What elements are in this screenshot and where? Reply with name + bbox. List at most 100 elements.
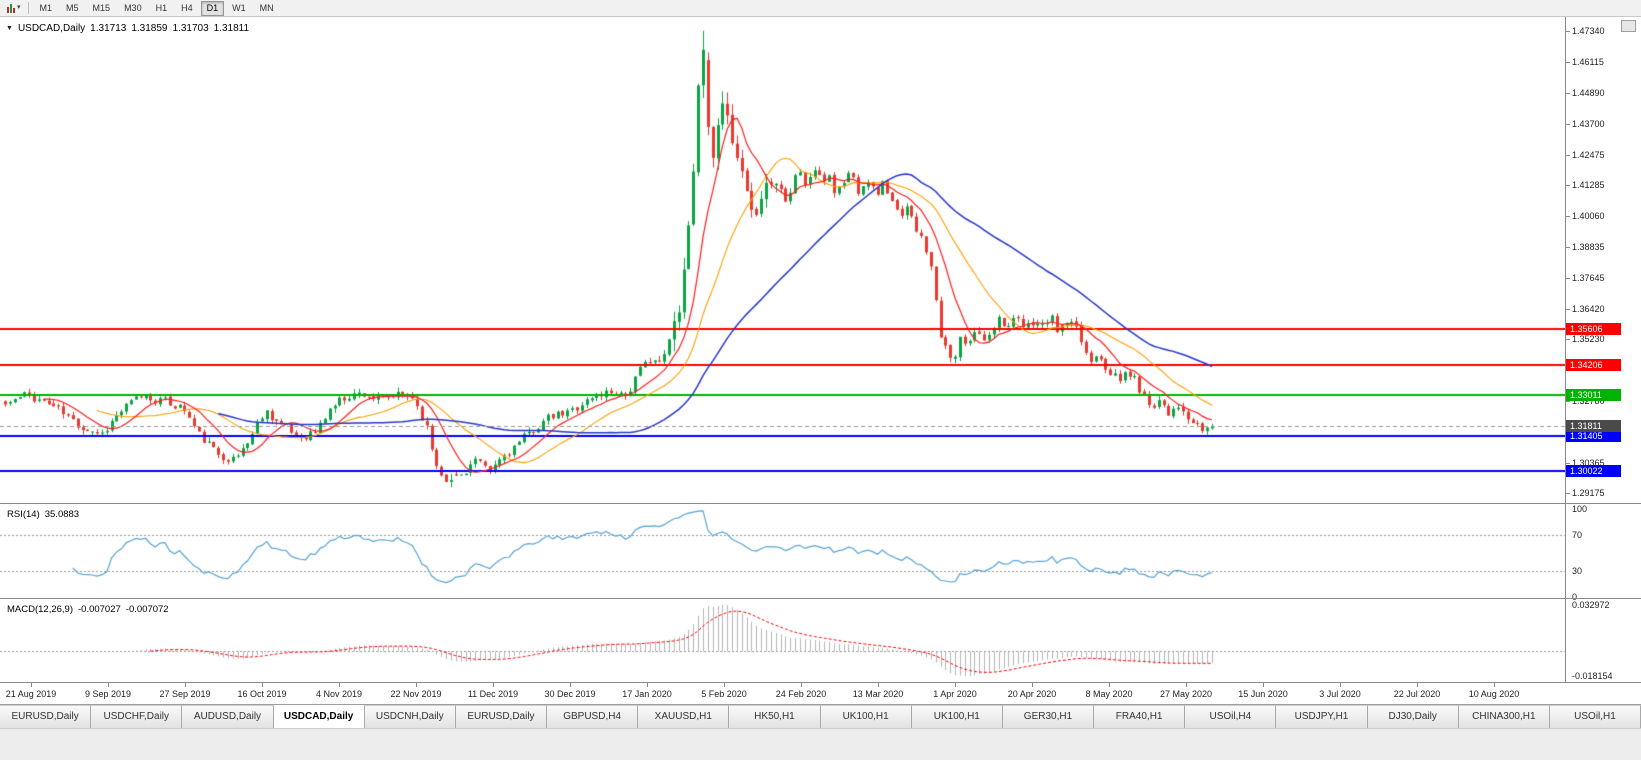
rsi-axis-label: 30 [1572,565,1583,576]
timeframe-button-m5[interactable]: M5 [66,2,79,13]
pane-divider[interactable] [0,503,1641,504]
price-axis-tick [1566,216,1570,217]
timeframe-button-mn[interactable]: MN [259,2,274,13]
price-axis-label: 1.41285 [1572,179,1605,190]
date-axis[interactable]: 21 Aug 2019 9 Sep 2019 27 Sep 2019 16 Oct 2… [0,682,1641,704]
chart-tab-audusd-daily[interactable]: AUDUSD,Daily [182,705,274,728]
date-axis-label: 20 Apr 2020 [1007,689,1057,699]
price-axis-label: 1.43700 [1572,118,1605,129]
price-axis-label: 1.42475 [1572,149,1605,160]
chart-tab-usdcad-daily[interactable]: USDCAD,Daily [273,705,365,728]
macd-signal-value: -0.007072 [125,604,169,615]
date-axis-label: 27 Sep 2019 [159,689,211,699]
date-axis-label: 27 May 2020 [1159,689,1213,699]
date-axis-tick [1109,683,1110,687]
chart-tab-dj30-daily[interactable]: DJ30,Daily [1367,705,1459,728]
price-axis-tick [1566,247,1570,248]
date-axis-tick [1263,683,1264,687]
price-axis-tick [1566,401,1570,402]
timeframe-button-h1[interactable]: H1 [155,2,168,13]
price-axis-tick [1566,339,1570,340]
timeframe-button-m15[interactable]: M15 [92,2,111,13]
timeframe-button-h4[interactable]: H4 [181,2,193,13]
date-axis-tick [108,683,109,687]
price-axis-label: 1.40060 [1572,211,1605,222]
date-axis-label: 30 Dec 2019 [544,689,596,699]
status-strip [0,728,1641,760]
price-axis[interactable]: 1.47340 1.46115 1.44890 1.43700 1.42475 1.412… [1565,17,1641,682]
candlestick-chart-icon [7,3,15,13]
chart-tab-fra40-h1[interactable]: FRA40,H1 [1094,705,1186,728]
chart-tab-usdchf-daily[interactable]: USDCHF,Daily [91,705,183,728]
current-price-badge: 1.31811 [1566,419,1621,432]
chart-tabs-bar: EURUSD,Daily USDCHF,Daily AUDUSD,Daily USDC… [0,704,1641,728]
ohlc-low-value: 1.31703 [172,23,209,34]
date-axis-label: 22 Nov 2019 [390,689,442,699]
date-axis-label: 13 Mar 2020 [852,689,904,699]
date-axis-tick [1186,683,1187,687]
date-axis-tick [416,683,417,687]
chart-tab-usdcnh-daily[interactable]: USDCNH,Daily [364,705,456,728]
rsi-value: 35.0883 [44,509,80,520]
macd-main-value: -0.007027 [78,604,121,615]
pane-divider[interactable] [0,598,1641,599]
price-axis-tick [1566,31,1570,32]
chart-title: ▼ USDCAD,Daily 1.31713 1.31859 1.31703 1… [6,23,249,34]
date-axis-tick [31,683,32,687]
chart-tab-usoil-h4[interactable]: USOil,H4 [1185,705,1277,728]
level-price-badge: 1.30022 [1566,465,1621,478]
level-price-badge: 1.33011 [1566,389,1621,402]
price-axis-label: 1.36420 [1572,303,1605,314]
price-axis-tick [1566,185,1570,186]
date-axis-tick [185,683,186,687]
price-axis-tick [1566,309,1570,310]
chevron-down-icon: ▾ [17,4,21,11]
date-axis-label: 4 Nov 2019 [315,689,363,699]
chart-tab-usdjpy-h1[interactable]: USDJPY,H1 [1276,705,1368,728]
date-axis-label: 24 Feb 2020 [775,689,827,699]
macd-pane-canvas[interactable] [0,599,1565,682]
chart-tab-eurusd-daily[interactable]: EURUSD,Daily [0,705,92,728]
price-axis-label: 1.46115 [1572,57,1604,68]
chart-tab-usoil-h1[interactable]: USOil,H1 [1549,705,1641,728]
rsi-pane-canvas[interactable] [0,504,1565,598]
date-axis-tick [339,683,340,687]
chart-tab-uk100-h1[interactable]: UK100,H1 [820,705,912,728]
price-axis-label: 1.38835 [1572,242,1605,253]
chart-tab-ger30-h1[interactable]: GER30,H1 [1002,705,1095,728]
date-axis-label: 10 Aug 2020 [1468,689,1520,699]
date-axis-label: 3 Jul 2020 [1319,689,1361,699]
price-chart-canvas[interactable] [0,17,1565,503]
price-axis-tick [1566,62,1570,63]
chart-tab-hk50-h1[interactable]: HK50,H1 [729,705,821,728]
timeframe-button-m30[interactable]: M30 [124,2,142,13]
level-price-badge: 1.34206 [1566,359,1621,371]
date-axis-tick [1032,683,1033,687]
date-axis-tick [1340,683,1341,687]
chart-tab-uk100-h1[interactable]: UK100,H1 [911,705,1003,728]
chart-scroll-button[interactable] [1621,20,1636,32]
chart-tab-gbpusd-h4[interactable]: GBPUSD,H4 [547,705,639,728]
chart-type-dropdown[interactable]: ▾ [4,1,24,15]
price-axis-tick [1566,463,1570,464]
date-axis-tick [955,683,956,687]
price-axis-label: 1.29175 [1572,487,1605,498]
timeframe-button-m1[interactable]: M1 [39,2,53,13]
level-price-badge: 1.35606 [1566,323,1621,336]
price-axis-label: 1.44890 [1572,88,1605,99]
price-axis-label: 1.47340 [1572,25,1605,36]
date-axis-label: 15 Jun 2020 [1238,689,1288,699]
date-axis-label: 17 Jan 2020 [622,689,672,699]
date-axis-tick [724,683,725,687]
date-axis-label: 1 Apr 2020 [933,689,977,699]
macd-axis-label: 0.032972 [1572,600,1610,610]
chart-tab-eurusd-daily[interactable]: EURUSD,Daily [455,705,548,728]
timeframe-button-w1[interactable]: W1 [232,2,246,13]
date-axis-tick [493,683,494,687]
chart-tab-xauusd-h1[interactable]: XAUUSD,H1 [638,705,730,728]
timeframe-button-d1[interactable]: D1 [200,0,225,16]
price-axis-label: 1.30365 [1572,457,1605,468]
chart-tab-china300-h1[interactable]: CHINA300,H1 [1458,705,1550,728]
ohlc-close-value: 1.31811 [213,23,250,34]
